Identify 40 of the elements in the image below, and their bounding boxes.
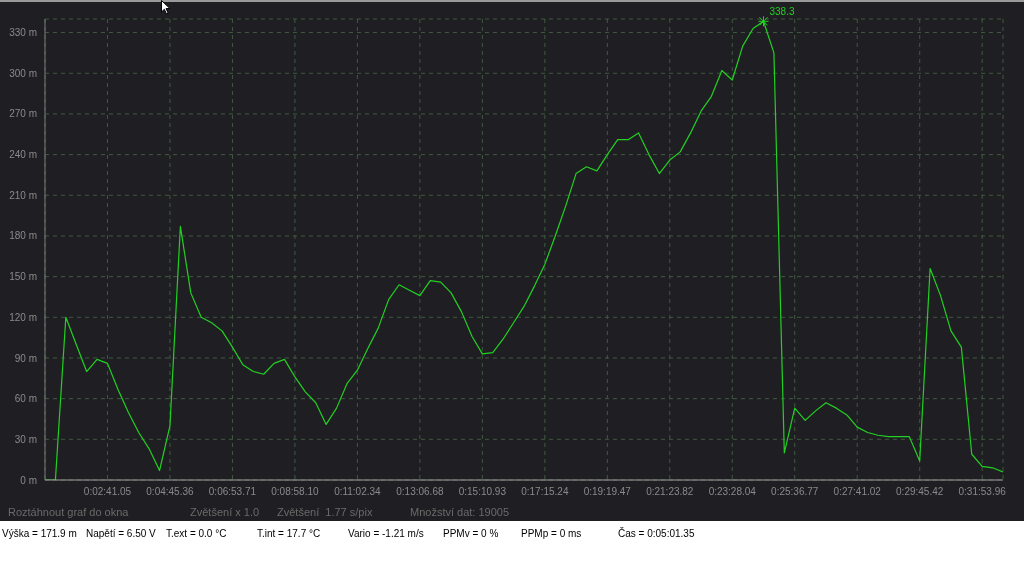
x-tick-label: 0:15:10.93 bbox=[458, 486, 507, 498]
text: PPMp = 0 ms bbox=[521, 528, 582, 539]
text: T.ext = 0.0 °C bbox=[166, 528, 227, 539]
x-tick-label: 0:17:15.24 bbox=[521, 486, 569, 498]
text: Napětí = 6.50 V bbox=[86, 528, 156, 539]
x-tick-label: 0:02:41.05 bbox=[83, 486, 132, 498]
y-tick-label: 0 m bbox=[20, 474, 37, 486]
text: PPMv = 0 % bbox=[443, 528, 499, 539]
text: T.int = 17.7 °C bbox=[257, 528, 321, 539]
x-tick-label: 0:21:23.82 bbox=[646, 486, 694, 498]
text: Množství dat: 19005 bbox=[410, 506, 510, 518]
x-tick-label: 0:23:28.04 bbox=[708, 486, 757, 498]
y-tick-label: 330 m bbox=[9, 27, 37, 39]
y-tick-label: 180 m bbox=[9, 230, 37, 242]
x-tick-label: 0:13:06.68 bbox=[396, 486, 444, 498]
text: Vario = -1.21 m/s bbox=[348, 528, 424, 539]
text: Čas = 0:05:01.35 bbox=[618, 528, 695, 539]
x-tick-label: 0:29:45.42 bbox=[896, 486, 944, 498]
text: Zvětšení 1.77 s/pix bbox=[277, 506, 373, 518]
y-tick-label: 90 m bbox=[14, 352, 37, 364]
y-tick-label: 30 m bbox=[14, 433, 37, 445]
x-tick-label: 0:31:53.96 bbox=[958, 486, 1007, 498]
y-tick-label: 150 m bbox=[9, 271, 37, 283]
x-tick-label: 0:25:36.77 bbox=[771, 486, 819, 498]
x-tick-label: 0:08:58.10 bbox=[271, 486, 319, 498]
text: Výška = 171.9 m bbox=[2, 528, 77, 539]
text: Zvětšení x 1.0 bbox=[190, 506, 260, 518]
x-tick-label: 0:04:45.36 bbox=[146, 486, 195, 498]
y-tick-label: 120 m bbox=[9, 311, 37, 323]
text: Roztáhnout graf do okna bbox=[8, 506, 129, 518]
y-tick-label: 60 m bbox=[14, 393, 37, 405]
y-tick-label: 300 m bbox=[9, 67, 37, 79]
y-tick-label: 240 m bbox=[9, 149, 37, 161]
y-tick-label: 270 m bbox=[9, 108, 37, 120]
x-tick-label: 0:27:41.02 bbox=[833, 486, 882, 498]
text: 338.3 bbox=[769, 5, 795, 17]
x-tick-label: 0:06:53.71 bbox=[208, 486, 257, 498]
x-tick-label: 0:11:02.34 bbox=[334, 486, 382, 498]
x-tick-label: 0:19:19.47 bbox=[583, 486, 632, 498]
y-tick-label: 210 m bbox=[9, 189, 37, 201]
